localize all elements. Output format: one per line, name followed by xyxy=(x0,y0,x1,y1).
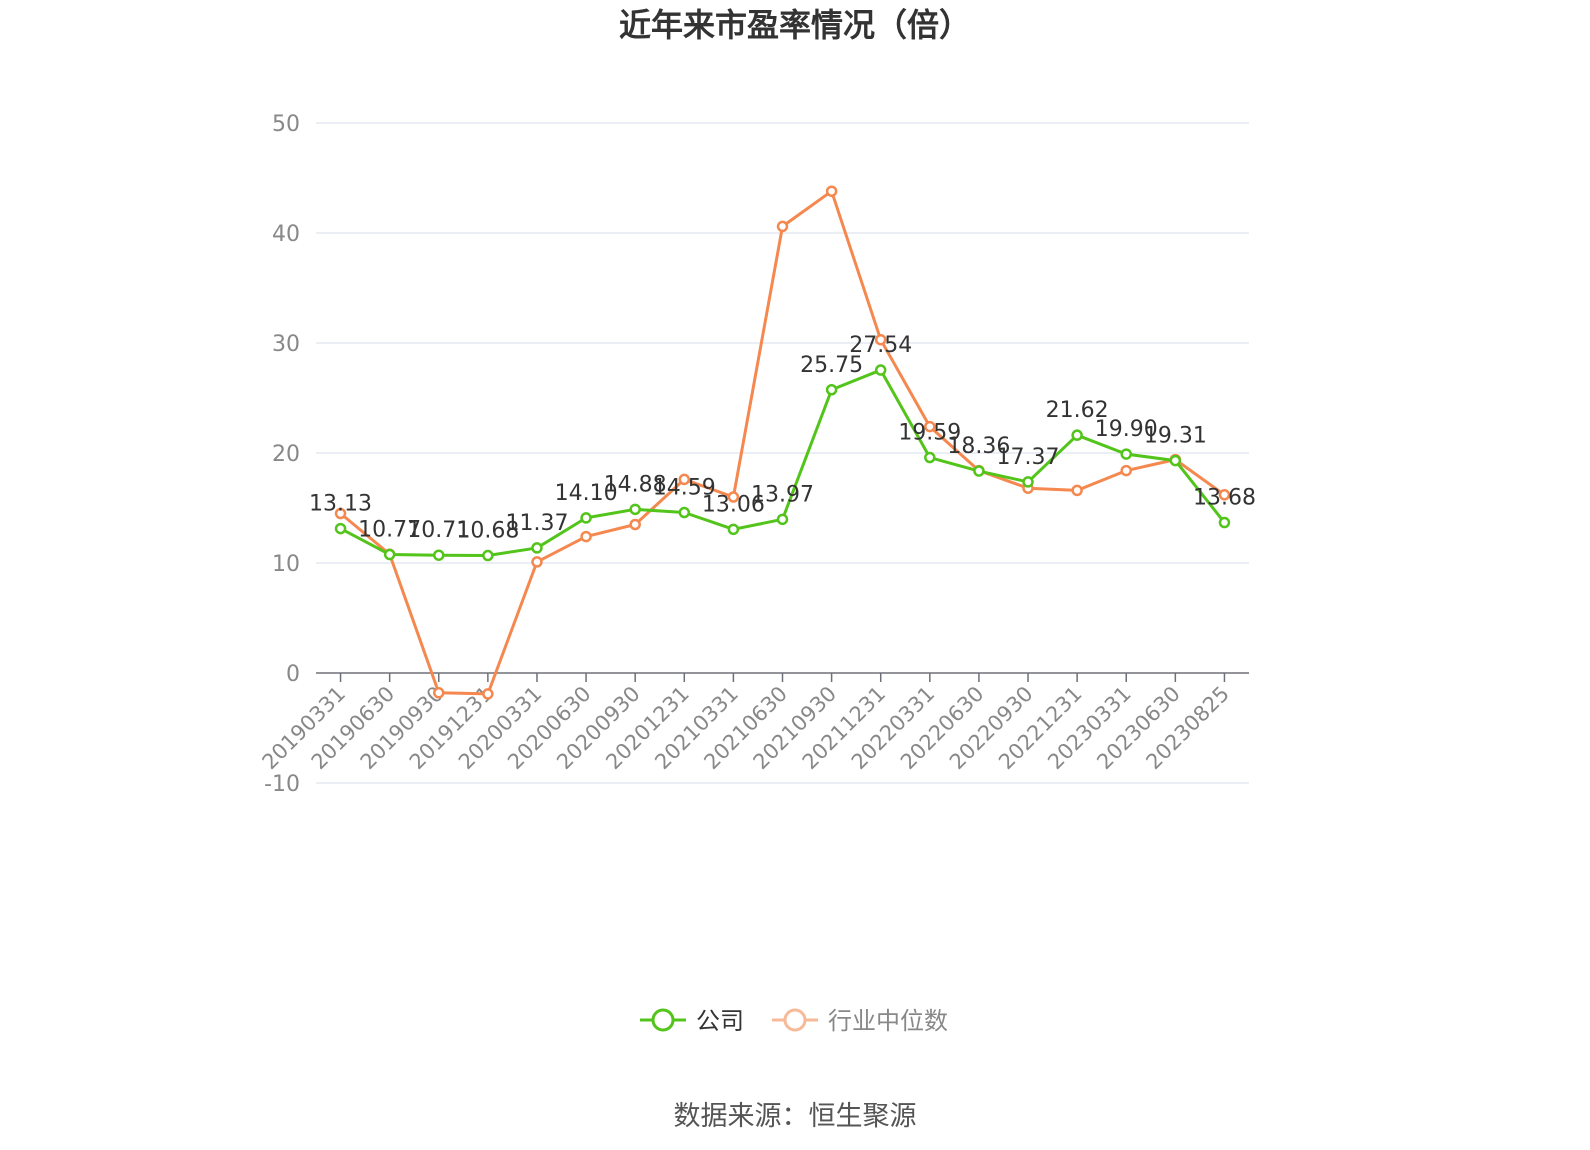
industry-median-data-point xyxy=(629,518,641,531)
industry-median-data-point xyxy=(1071,484,1083,497)
industry-median-data-point xyxy=(776,220,789,233)
legend-marker-icon xyxy=(651,1008,675,1032)
y-tick-label: 0 xyxy=(286,662,300,687)
legend-item-company[interactable]: 公司 xyxy=(640,1007,744,1035)
company-data-label: 18.36 xyxy=(947,434,1010,459)
company-data-label: 13.97 xyxy=(751,482,814,507)
company-data-label: 11.37 xyxy=(505,511,568,536)
y-tick-label: 40 xyxy=(272,222,300,247)
x-axis: 2019033120190630201909302019123120200331… xyxy=(258,672,1249,774)
company-data-point xyxy=(433,549,445,561)
legend: 公司 行业中位数 xyxy=(640,1007,948,1035)
company-data-label: 19.90 xyxy=(1095,417,1158,442)
industry-median-data-point xyxy=(825,185,838,197)
industry-median-data-point xyxy=(580,530,592,543)
data-source: 数据来源：恒生聚源 xyxy=(674,1101,917,1132)
company-data-point xyxy=(1022,476,1034,488)
industry-median-data-point xyxy=(334,507,347,520)
company-data-label: 14.59 xyxy=(653,476,716,501)
industry-median-data-point xyxy=(874,333,887,346)
company-data-point xyxy=(1120,448,1132,460)
industry-median-data-point xyxy=(727,491,740,503)
company-data-label: 19.31 xyxy=(1144,424,1207,449)
company-data-label: 10.77 xyxy=(358,518,421,543)
industry-median-data-point xyxy=(924,420,936,433)
company-data-point xyxy=(531,542,543,554)
company-data-point xyxy=(334,522,347,535)
company-data-point xyxy=(1169,454,1182,467)
company-data-label: 13.68 xyxy=(1193,486,1256,511)
series-lines xyxy=(334,185,1231,700)
company-data-point xyxy=(924,451,936,464)
grid-lines xyxy=(316,122,1249,784)
company-data-label: 13.13 xyxy=(309,492,372,517)
company-data-label: 10.71 xyxy=(407,518,470,543)
company-data-point xyxy=(1218,516,1231,529)
y-tick-label: -10 xyxy=(264,772,300,797)
legend-item-industry-median[interactable]: 行业中位数 xyxy=(772,1007,948,1035)
industry-median-data-point xyxy=(531,556,543,568)
company-data-label: 19.59 xyxy=(898,421,961,446)
company-data-point xyxy=(678,506,691,519)
company-data-point xyxy=(383,548,396,561)
industry-median-data-point xyxy=(1120,464,1132,477)
legend-label: 公司 xyxy=(696,1007,744,1035)
y-tick-label: 50 xyxy=(272,112,300,137)
industry-median-data-point xyxy=(433,687,445,699)
company-data-point xyxy=(825,384,838,396)
y-tick-label: 30 xyxy=(272,332,300,357)
company-data-label: 17.37 xyxy=(997,445,1060,470)
legend-label: 行业中位数 xyxy=(828,1007,948,1035)
company-data-point xyxy=(973,465,985,477)
company-data-point xyxy=(1071,429,1083,441)
company-data-label: 13.06 xyxy=(702,492,765,517)
company-data-label: 21.62 xyxy=(1046,398,1109,423)
legend-marker-icon xyxy=(783,1008,807,1032)
company-data-point xyxy=(874,364,887,376)
industry-median-data-point xyxy=(482,688,494,700)
y-tick-label: 10 xyxy=(272,552,300,577)
company-data-label: 10.68 xyxy=(456,519,519,544)
industry-median-series-line xyxy=(339,189,1226,696)
company-data-label: 14.88 xyxy=(604,472,667,497)
company-data-point xyxy=(776,513,789,526)
y-tick-label: 20 xyxy=(272,442,300,467)
company-data-label: 25.75 xyxy=(800,353,863,378)
chart-title: 近年来市盈率情况（倍） xyxy=(619,6,971,44)
industry-median-data-point xyxy=(678,473,691,486)
company-data-point xyxy=(580,512,592,524)
y-axis: 50 40 30 20 10 0 -10 xyxy=(264,112,300,797)
company-data-point xyxy=(482,549,494,562)
company-data-point xyxy=(727,523,740,536)
industry-median-data-point xyxy=(1218,489,1231,501)
company-data-point xyxy=(629,503,641,516)
company-data-label: 14.10 xyxy=(555,481,618,506)
company-data-label: 27.54 xyxy=(849,333,912,358)
